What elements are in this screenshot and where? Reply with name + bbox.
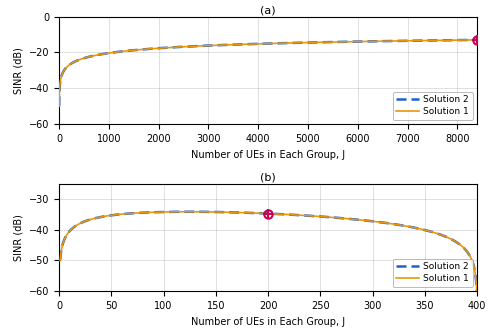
Solution 2: [185, 210, 191, 214]
Line: Solution 1: Solution 1: [60, 212, 477, 291]
Solution 2: [474, 289, 480, 293]
Solution 1: [128, 48, 134, 52]
Solution 1: [129, 211, 135, 215]
Solution 2: [235, 211, 241, 214]
X-axis label: Number of UEs in Each Group, J: Number of UEs in Each Group, J: [191, 150, 345, 160]
Solution 2: [474, 38, 480, 42]
Legend: Solution 2, Solution 1: Solution 2, Solution 1: [393, 92, 473, 120]
Legend: Solution 2, Solution 1: Solution 2, Solution 1: [393, 259, 473, 287]
Solution 2: [57, 259, 63, 262]
Solution 2: [235, 42, 241, 46]
Y-axis label: SINR (dB): SINR (dB): [13, 47, 23, 94]
Line: Solution 2: Solution 2: [59, 40, 477, 106]
Solution 2: [128, 48, 134, 52]
Solution 2: [421, 38, 427, 42]
Solution 1: [421, 38, 427, 42]
Solution 2: [105, 214, 111, 218]
Solution 1: [466, 38, 472, 42]
Solution 1: [235, 42, 241, 46]
Solution 2: [129, 211, 135, 215]
Solution 1: [474, 289, 480, 293]
Title: (b): (b): [260, 173, 276, 183]
Solution 2: [466, 38, 472, 42]
Solution 1: [421, 228, 427, 232]
Solution 2: [217, 210, 223, 214]
Solution 1: [185, 210, 191, 214]
Solution 2: [466, 252, 472, 256]
Solution 1: [474, 38, 480, 42]
Solution 1: [217, 210, 223, 214]
X-axis label: Number of UEs in Each Group, J: Number of UEs in Each Group, J: [191, 316, 345, 327]
Solution 2: [216, 43, 222, 47]
Line: Solution 1: Solution 1: [59, 40, 477, 106]
Solution 2: [56, 104, 62, 108]
Title: (a): (a): [260, 6, 276, 16]
Y-axis label: SINR (dB): SINR (dB): [13, 214, 23, 261]
Line: Solution 2: Solution 2: [60, 212, 477, 291]
Solution 1: [466, 252, 472, 256]
Solution 1: [235, 211, 241, 214]
Solution 1: [104, 51, 110, 55]
Solution 1: [105, 214, 111, 218]
Solution 2: [104, 51, 110, 55]
Solution 2: [421, 228, 427, 232]
Solution 1: [216, 43, 222, 47]
Solution 1: [57, 259, 63, 262]
Solution 1: [56, 104, 62, 108]
